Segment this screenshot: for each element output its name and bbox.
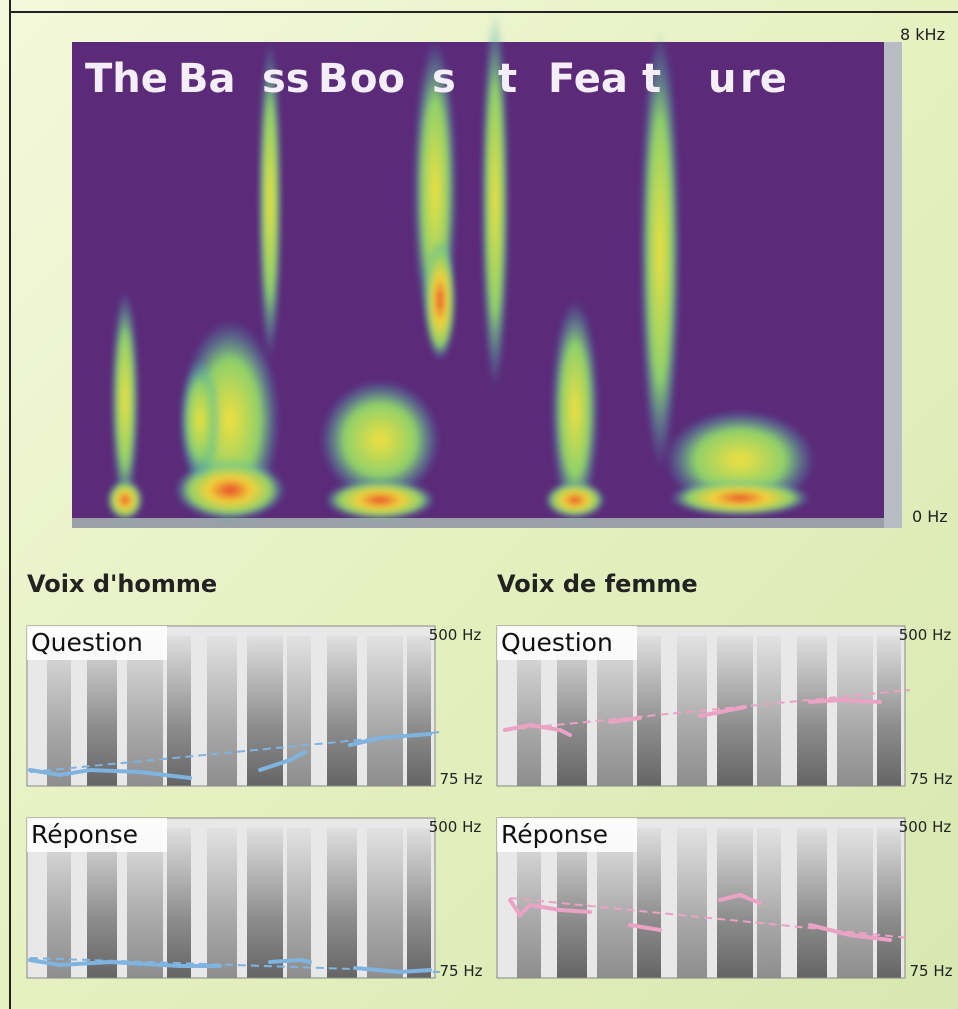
voiced-band xyxy=(877,828,901,978)
panel-label: Question xyxy=(31,628,143,657)
voiced-band xyxy=(407,828,431,978)
pitch-contour xyxy=(810,700,880,702)
title-segment: The xyxy=(85,56,168,102)
hz-top: 500 Hz xyxy=(899,818,952,836)
pitch-panel: Question 500 Hz 75 Hz xyxy=(27,626,483,788)
formant xyxy=(424,240,456,360)
hz-bottom: 75 Hz xyxy=(909,962,952,980)
voiced-band xyxy=(287,828,311,978)
voiced-band xyxy=(877,636,901,786)
hz-bottom: 75 Hz xyxy=(909,770,952,788)
voiced-band xyxy=(797,636,827,786)
title-segment: t xyxy=(642,56,661,102)
title-segment: t xyxy=(498,56,517,102)
formant xyxy=(670,480,810,516)
hz-top: 500 Hz xyxy=(429,818,482,836)
pitch-panel: Réponse 500 Hz 75 Hz xyxy=(27,818,483,980)
formant xyxy=(111,290,139,510)
voiced-band xyxy=(247,828,283,978)
voiced-band xyxy=(677,828,707,978)
voiced-band xyxy=(327,636,357,786)
voiced-band xyxy=(837,636,873,786)
voiced-band xyxy=(167,828,191,978)
voiced-band xyxy=(797,828,827,978)
formant xyxy=(325,480,435,520)
voiced-band xyxy=(717,828,753,978)
panel-label: Réponse xyxy=(501,820,608,849)
voiced-band xyxy=(327,828,357,978)
voiced-band xyxy=(407,636,431,786)
title-segment: ss xyxy=(262,56,310,102)
voiced-band xyxy=(367,636,403,786)
voiced-band xyxy=(167,636,191,786)
panel-label: Réponse xyxy=(31,820,138,849)
voiced-band xyxy=(207,828,237,978)
voiced-band xyxy=(207,636,237,786)
hz-bottom: 75 Hz xyxy=(439,962,482,980)
voiced-band xyxy=(367,828,403,978)
panel-label: Question xyxy=(501,628,613,657)
formant xyxy=(180,360,220,480)
title-segment: re xyxy=(740,56,787,102)
hz-top: 500 Hz xyxy=(899,626,952,644)
title-segment: Ba xyxy=(178,56,235,102)
voiced-band xyxy=(757,636,781,786)
voiced-band xyxy=(287,636,311,786)
title-segment: s xyxy=(432,56,456,102)
title-segment: u xyxy=(708,56,736,102)
section-heading: Voix d'homme xyxy=(27,570,217,598)
title-segment: Fea xyxy=(548,56,628,102)
voiced-band xyxy=(837,828,873,978)
pitch-panel: Question 500 Hz 75 Hz xyxy=(497,626,953,788)
formant xyxy=(107,480,143,520)
voiced-band xyxy=(637,636,661,786)
hz-bottom: 75 Hz xyxy=(439,770,482,788)
freq-top: 8 kHz xyxy=(900,25,945,44)
freq-bottom: 0 Hz xyxy=(912,507,948,526)
section-heading: Voix de femme xyxy=(497,570,698,598)
figure: 8 kHz 0 Hz TheBassBoostFeature Voix d'ho… xyxy=(0,0,958,1009)
hz-top: 500 Hz xyxy=(429,626,482,644)
title-segment: oo xyxy=(350,56,405,102)
title-segment: B xyxy=(318,56,349,102)
formant xyxy=(545,482,605,518)
pitch-contour xyxy=(270,960,310,962)
voiced-band xyxy=(637,828,661,978)
pitch-panel: Réponse 500 Hz 75 Hz xyxy=(497,818,953,980)
